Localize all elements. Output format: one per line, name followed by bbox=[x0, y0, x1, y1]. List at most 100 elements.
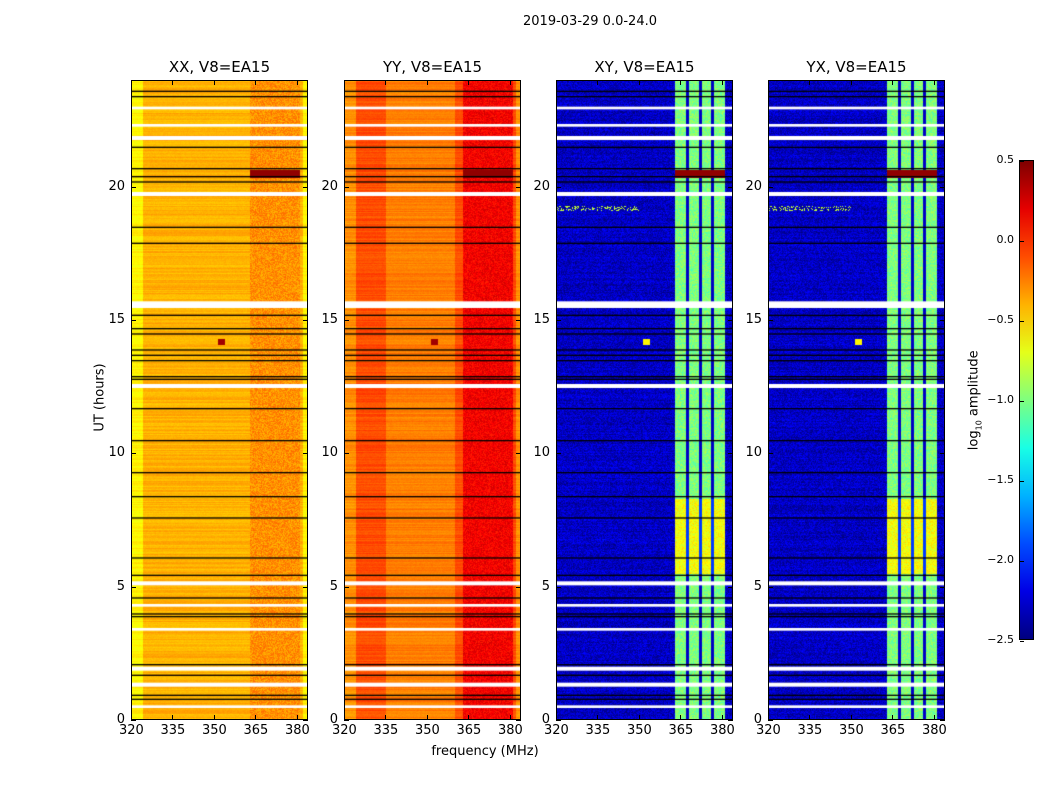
colorbar-tick bbox=[1020, 241, 1024, 242]
x-tick-label: 320 bbox=[756, 723, 781, 738]
x-tick bbox=[131, 80, 132, 85]
x-tick-label: 335 bbox=[160, 723, 186, 738]
y-tick-label: 5 bbox=[329, 578, 338, 594]
x-tick bbox=[768, 715, 769, 720]
y-tick bbox=[303, 453, 308, 455]
x-tick bbox=[385, 715, 387, 720]
panel-title: XX, V8=EA15 bbox=[168, 58, 271, 76]
y-tick-label: 10 bbox=[108, 445, 125, 461]
x-tick-label: 365 bbox=[243, 723, 269, 738]
x-tick-label: 380 bbox=[497, 723, 523, 738]
x-tick bbox=[680, 715, 682, 720]
y-tick bbox=[131, 320, 136, 321]
x-tick bbox=[638, 80, 640, 85]
x-tick bbox=[172, 80, 174, 85]
colorbar-tick-label: −2.0 bbox=[987, 553, 1014, 566]
heatmap-image bbox=[131, 80, 308, 720]
y-tick bbox=[344, 720, 349, 721]
colorbar-tick-label: −1.0 bbox=[987, 393, 1014, 406]
x-tick bbox=[344, 715, 345, 720]
x-tick bbox=[768, 80, 769, 85]
panel-title: YX, V8=EA15 bbox=[806, 58, 907, 76]
y-tick bbox=[940, 186, 945, 188]
x-tick bbox=[556, 80, 557, 85]
y-tick bbox=[768, 186, 773, 188]
colorbar-tick bbox=[1020, 161, 1024, 162]
y-tick-label: 15 bbox=[108, 312, 125, 327]
y-tick-label: 0 bbox=[753, 712, 762, 727]
axes-frame bbox=[131, 80, 308, 720]
y-tick bbox=[516, 320, 521, 321]
y-tick bbox=[516, 720, 521, 721]
x-tick bbox=[597, 80, 599, 85]
y-tick bbox=[556, 320, 561, 321]
y-tick-label: 10 bbox=[745, 445, 762, 461]
y-tick bbox=[728, 586, 733, 588]
y-tick-label: 0 bbox=[116, 712, 125, 727]
y-tick bbox=[344, 586, 349, 588]
y-tick bbox=[768, 453, 773, 455]
x-tick-label: 365 bbox=[880, 723, 906, 738]
colorbar-label: log10 amplitude bbox=[966, 350, 984, 451]
y-tick bbox=[556, 720, 561, 721]
panel-xx: XX, V8=EA15 320 335 350 365 380 0 5 10 15 20 bbox=[108, 58, 309, 738]
x-tick-label: 335 bbox=[797, 723, 823, 738]
x-tick-label: 380 bbox=[709, 723, 735, 738]
x-tick bbox=[344, 80, 345, 85]
x-tick-label: 350 bbox=[838, 723, 864, 738]
x-tick bbox=[809, 80, 811, 85]
x-tick-label: 350 bbox=[626, 723, 652, 738]
colorbar-tick bbox=[1020, 561, 1024, 562]
x-tick bbox=[933, 80, 935, 85]
y-tick bbox=[728, 720, 733, 721]
x-tick bbox=[131, 715, 132, 720]
x-tick bbox=[556, 715, 557, 720]
x-tick-label: 335 bbox=[585, 723, 611, 738]
y-tick-label: 10 bbox=[321, 445, 338, 461]
axes-frame bbox=[768, 80, 945, 720]
heatmap-image bbox=[556, 80, 733, 720]
y-tick bbox=[728, 453, 733, 455]
x-tick bbox=[468, 715, 470, 720]
y-tick bbox=[303, 320, 308, 321]
y-tick bbox=[768, 320, 773, 321]
x-tick bbox=[721, 80, 723, 85]
x-tick bbox=[809, 715, 811, 720]
x-tick bbox=[426, 80, 428, 85]
colorbar-tick-label: −1.5 bbox=[987, 473, 1014, 486]
y-tick bbox=[556, 186, 561, 188]
panel-title: XY, V8=EA15 bbox=[594, 58, 695, 76]
colorbar-tick bbox=[1020, 641, 1024, 642]
colorbar-tick-label: −0.5 bbox=[987, 313, 1014, 326]
x-tick bbox=[597, 715, 599, 720]
y-tick bbox=[516, 586, 521, 588]
y-axis-label: UT (hours) bbox=[92, 363, 108, 432]
y-tick-label: 0 bbox=[541, 712, 550, 727]
y-tick bbox=[940, 720, 945, 721]
y-tick bbox=[728, 320, 733, 321]
y-tick bbox=[516, 186, 521, 188]
heatmap-image bbox=[344, 80, 521, 720]
y-tick-label: 5 bbox=[753, 578, 762, 594]
x-tick-label: 335 bbox=[373, 723, 399, 738]
y-tick-label: 20 bbox=[321, 178, 338, 194]
x-tick bbox=[172, 715, 174, 720]
colorbar-tick bbox=[1020, 321, 1024, 322]
y-tick-label: 15 bbox=[533, 312, 550, 327]
y-tick-label: 5 bbox=[541, 578, 550, 594]
x-tick bbox=[255, 715, 257, 720]
x-tick-label: 380 bbox=[921, 723, 947, 738]
x-tick bbox=[509, 715, 511, 720]
x-tick bbox=[296, 715, 298, 720]
x-axis-label: frequency (MHz) bbox=[431, 744, 539, 759]
y-tick bbox=[768, 720, 773, 721]
x-tick bbox=[426, 715, 428, 720]
x-tick-label: 365 bbox=[668, 723, 694, 738]
panel-title: YY, V8=EA15 bbox=[382, 58, 483, 76]
x-tick-label: 320 bbox=[332, 723, 357, 738]
x-tick bbox=[892, 80, 894, 85]
x-tick bbox=[850, 715, 852, 720]
y-tick-label: 20 bbox=[533, 178, 550, 194]
y-tick bbox=[131, 720, 136, 721]
